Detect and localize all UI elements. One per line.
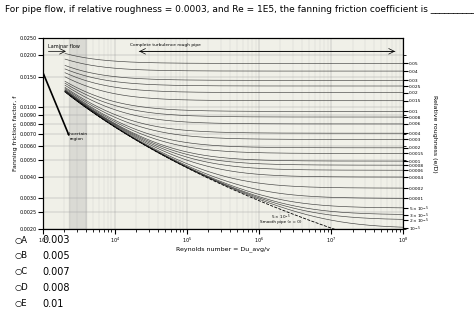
Text: 0.005: 0.005 bbox=[43, 251, 70, 261]
Text: For pipe flow, if relative roughness = 0.0003, and Re = 1E5, the fanning frictio: For pipe flow, if relative roughness = 0… bbox=[5, 5, 474, 14]
Text: 5 × 10$^{-5}$: 5 × 10$^{-5}$ bbox=[272, 213, 292, 222]
Text: ○E: ○E bbox=[14, 299, 27, 308]
Text: ○B: ○B bbox=[14, 252, 27, 260]
Bar bbox=[69, 38, 86, 229]
Y-axis label: Relative roughness (e/D): Relative roughness (e/D) bbox=[432, 95, 437, 172]
Text: ○D: ○D bbox=[14, 283, 28, 292]
Text: Complete turbulence rough pipe: Complete turbulence rough pipe bbox=[129, 43, 201, 47]
Text: 0.003: 0.003 bbox=[43, 235, 70, 245]
Text: 0.008: 0.008 bbox=[43, 283, 70, 293]
Text: 0.01: 0.01 bbox=[43, 299, 64, 309]
Text: Smooth pipe (ε = 0): Smooth pipe (ε = 0) bbox=[260, 220, 301, 225]
X-axis label: Reynolds number = Du_avg/v: Reynolds number = Du_avg/v bbox=[176, 246, 270, 252]
Y-axis label: Fanning friction factor, f: Fanning friction factor, f bbox=[13, 96, 18, 171]
Text: 0.007: 0.007 bbox=[43, 267, 70, 277]
Text: ○C: ○C bbox=[14, 267, 27, 276]
Text: ○A: ○A bbox=[14, 236, 27, 245]
Text: Uncertain
region: Uncertain region bbox=[66, 132, 88, 141]
Text: Laminar flow: Laminar flow bbox=[48, 44, 80, 49]
